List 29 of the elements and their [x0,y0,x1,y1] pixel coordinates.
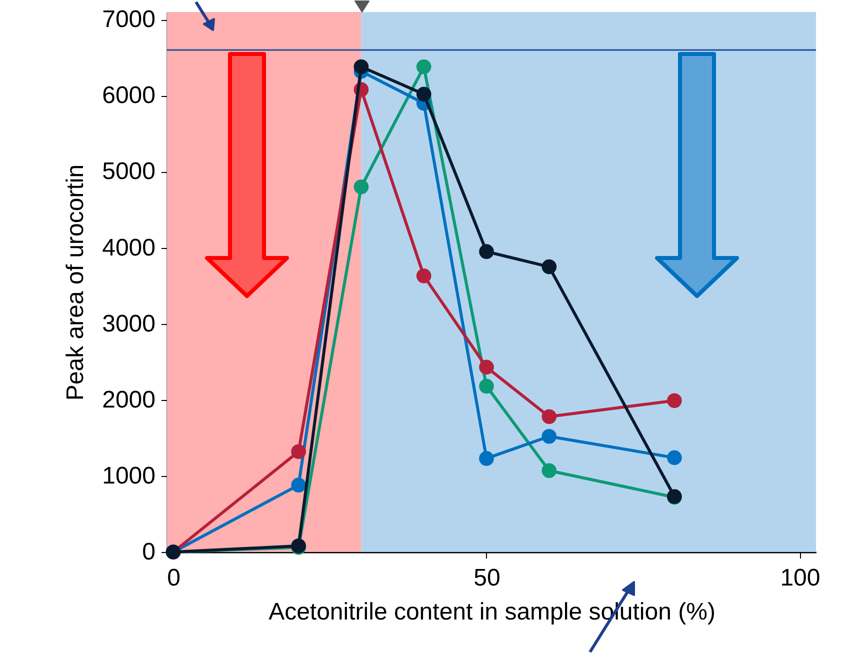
point [354,180,369,194]
point [542,428,557,444]
point [479,360,494,375]
point [479,378,494,394]
y-tick-label: 6000 [102,82,156,110]
point [291,444,306,460]
point [291,478,306,492]
point [479,244,494,259]
point [667,393,682,408]
point [542,409,557,424]
y-tick-label: 5000 [102,158,156,186]
point [667,450,682,466]
y-tick-label: 4000 [102,234,156,262]
y-tick-label: 2000 [102,386,156,414]
x-tick-label: 100 [780,564,820,592]
x-tick-label: 50 [474,564,500,592]
y-tick-label: 1000 [102,462,156,490]
point [542,259,557,274]
point [416,268,432,284]
point [354,59,369,74]
y-tick-label: 7000 [102,6,156,34]
point [542,463,557,478]
y-axis-title: Peak area of urocortin [62,164,90,401]
y-tick-label: 0 [142,538,156,566]
y-tick-label: 3000 [102,310,156,338]
x-tick-label: 0 [167,564,180,592]
point [416,86,432,102]
point [416,59,432,74]
point [479,451,494,466]
